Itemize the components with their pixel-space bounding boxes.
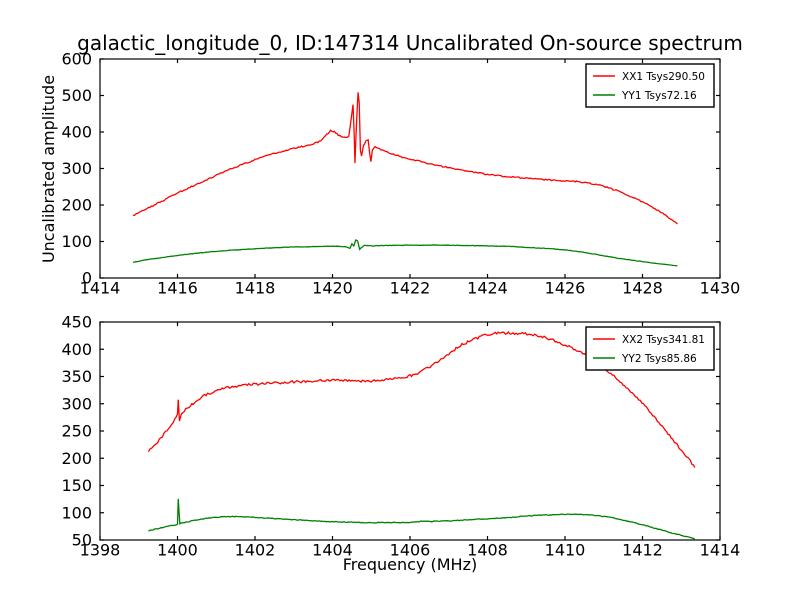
- x-tick-label: 1408: [467, 541, 508, 560]
- figure-title: galactic_longitude_0, ID:147314 Uncalibr…: [77, 31, 743, 55]
- x-ticks: 1398 1400 1402 1404 1406 1408 1410 1412 1414: [80, 322, 741, 560]
- y-tick-label: 300: [61, 394, 92, 413]
- y-tick-label: 100: [61, 503, 92, 522]
- x-tick-label: 1404: [312, 541, 353, 560]
- legend-label: YY2 Tsys85.86: [621, 353, 697, 365]
- x-tick-label: 1414: [80, 279, 121, 298]
- y-tick-label: 450: [61, 313, 92, 332]
- y-tick-label: 600: [61, 50, 92, 69]
- x-tick-label: 1430: [700, 279, 741, 298]
- x-tick-label: 1420: [312, 279, 353, 298]
- series-line-YY1: [132, 238, 678, 267]
- bottom-spectrum: 1398 1400 1402 1404 1406 1408 1410 1412 1414 50 10…: [61, 313, 740, 560]
- series-line-XX1: [132, 92, 678, 225]
- series-line-YY2: [148, 498, 695, 540]
- x-tick-label: 1410: [545, 541, 586, 560]
- legend: XX1 Tsys290.50 YY1 Tsys72.16: [585, 63, 715, 108]
- x-tick-label: 1418: [235, 279, 276, 298]
- y-tick-label: 150: [61, 476, 92, 495]
- legend-label: XX1 Tsys290.50: [622, 71, 705, 83]
- y-tick-label: 100: [61, 232, 92, 251]
- y-tick-label: 500: [61, 86, 92, 105]
- legend-label: XX2 Tsys341.81: [622, 334, 705, 346]
- y-axis-label: Uncalibrated amplitude: [39, 74, 58, 264]
- y-tick-label: 0: [82, 269, 92, 288]
- y-tick-label: 400: [61, 340, 92, 359]
- x-tick-label: 1398: [80, 541, 121, 560]
- y-tick-label: 50: [72, 531, 92, 550]
- top-spectrum: 1414 1416 1418 1420 1422 1424 1426 1428 1430 0 100…: [61, 50, 740, 298]
- x-tick-label: 1406: [390, 541, 431, 560]
- legend-box: [585, 326, 715, 371]
- x-tick-label: 1416: [157, 279, 198, 298]
- x-tick-label: 1414: [700, 541, 741, 560]
- y-ticks: 0 100 200 300 400 500 600: [61, 50, 720, 288]
- legend: XX2 Tsys341.81 YY2 Tsys85.86: [585, 326, 715, 371]
- y-tick-label: 200: [61, 449, 92, 468]
- x-tick-label: 1428: [622, 279, 663, 298]
- y-tick-label: 350: [61, 367, 92, 386]
- legend-label: YY1 Tsys72.16: [621, 90, 697, 102]
- x-tick-label: 1424: [467, 279, 508, 298]
- y-tick-label: 250: [61, 422, 92, 441]
- y-ticks: 50 100 150 200 250 300 350 400 450: [61, 313, 720, 550]
- legend-box: [585, 63, 715, 108]
- x-tick-label: 1412: [622, 541, 663, 560]
- y-tick-label: 200: [61, 196, 92, 215]
- x-tick-label: 1422: [390, 279, 431, 298]
- x-ticks: 1414 1416 1418 1420 1422 1424 1426 1428 1430: [80, 59, 741, 298]
- x-tick-label: 1402: [235, 541, 276, 560]
- x-axis-label: Frequency (MHz): [342, 555, 478, 574]
- x-tick-label: 1400: [157, 541, 198, 560]
- y-tick-label: 300: [61, 159, 92, 178]
- y-tick-label: 400: [61, 123, 92, 142]
- x-tick-label: 1426: [545, 279, 586, 298]
